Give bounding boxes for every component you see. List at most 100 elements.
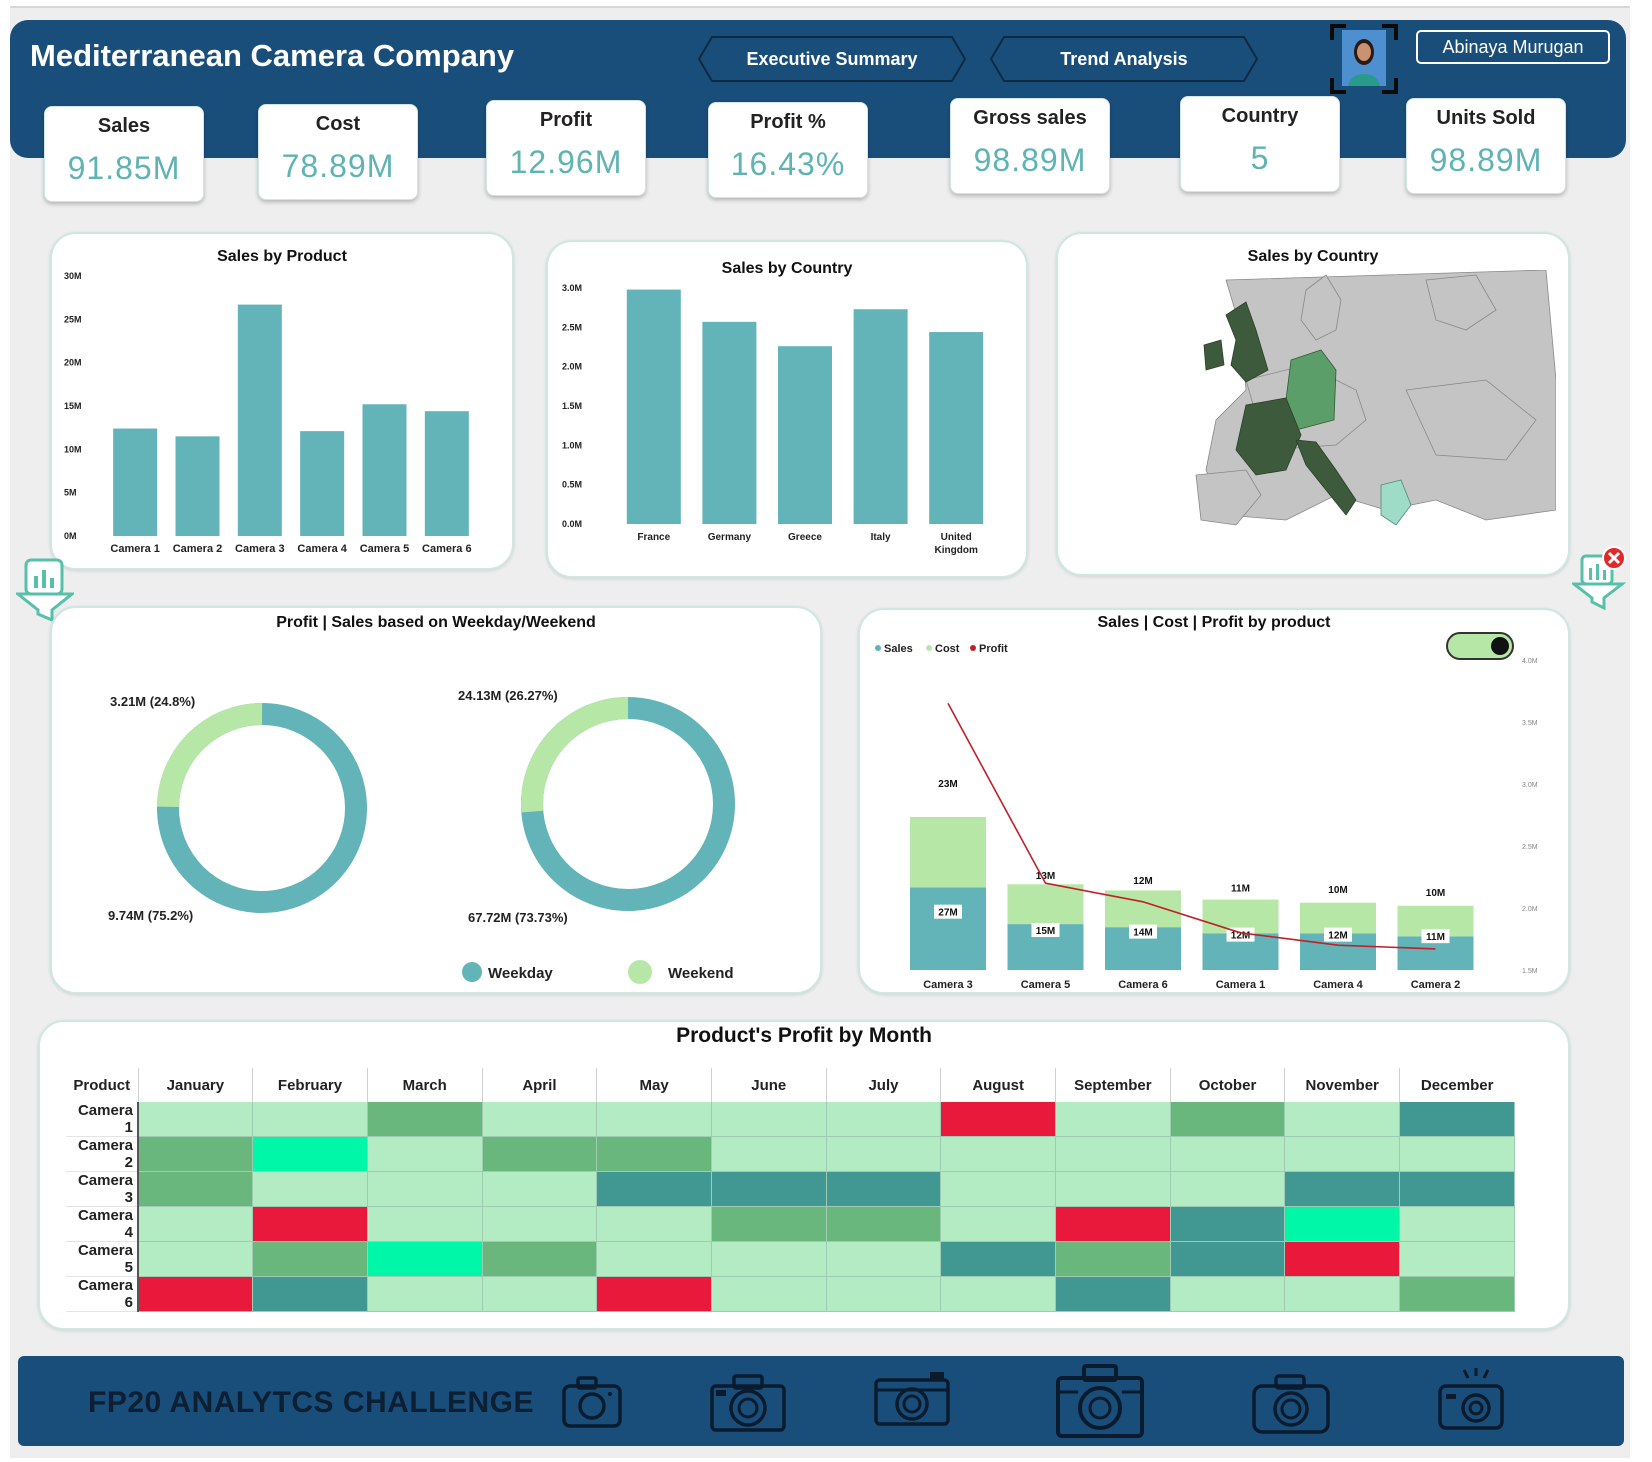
- heatmap-cell[interactable]: [1399, 1102, 1515, 1137]
- heatmap-cell[interactable]: [1284, 1241, 1401, 1277]
- heatmap-cell[interactable]: [1170, 1206, 1286, 1242]
- executive-summary-button[interactable]: Executive Summary: [698, 36, 966, 82]
- avatar-frame: [1330, 24, 1398, 94]
- heatmap-cell[interactable]: [1170, 1136, 1286, 1172]
- heatmap-cell[interactable]: [1284, 1136, 1401, 1172]
- heatmap-cell[interactable]: [1399, 1136, 1515, 1172]
- heatmap-cell[interactable]: [138, 1241, 254, 1277]
- heatmap-cell[interactable]: [482, 1171, 598, 1207]
- heatmap-cell[interactable]: [1284, 1102, 1401, 1137]
- heatmap-cell[interactable]: [1170, 1171, 1286, 1207]
- heatmap-cell[interactable]: [711, 1276, 827, 1312]
- heatmap-cell[interactable]: [1284, 1171, 1401, 1207]
- heatmap-cell[interactable]: [940, 1206, 1056, 1242]
- trend-analysis-label: Trend Analysis: [1060, 48, 1188, 69]
- heatmap-cell[interactable]: [711, 1171, 827, 1207]
- heatmap-cell[interactable]: [711, 1102, 827, 1137]
- heatmap-cell[interactable]: [1170, 1241, 1286, 1277]
- data-label: 11M: [1231, 883, 1250, 894]
- data-label: 12M: [1133, 876, 1152, 887]
- europe-map[interactable]: [1186, 270, 1556, 540]
- clear-filter-icon[interactable]: [1572, 546, 1628, 610]
- heatmap-cell[interactable]: [711, 1206, 827, 1242]
- heatmap-cell[interactable]: [940, 1102, 1056, 1137]
- heatmap-cell[interactable]: [252, 1276, 368, 1312]
- data-label-box: [1226, 880, 1255, 895]
- heatmap-cell[interactable]: [367, 1241, 483, 1277]
- heatmap-cell[interactable]: [1055, 1102, 1171, 1137]
- heatmap-cell[interactable]: [711, 1136, 827, 1172]
- heatmap-cell[interactable]: [1055, 1206, 1171, 1242]
- heatmap-cell[interactable]: [1284, 1206, 1401, 1242]
- heatmap-cell[interactable]: [826, 1241, 942, 1277]
- heatmap-cell[interactable]: [1284, 1276, 1401, 1312]
- heatmap-cell[interactable]: [596, 1136, 712, 1172]
- heatmap-cell[interactable]: [138, 1171, 254, 1207]
- data-label: 3.21M (24.8%): [110, 694, 195, 709]
- trend-analysis-button[interactable]: Trend Analysis: [990, 36, 1258, 82]
- user-name-button[interactable]: Abinaya Murugan: [1416, 30, 1610, 64]
- heatmap-cell[interactable]: [252, 1136, 368, 1172]
- heatmap-row: Camera 5: [66, 1241, 1515, 1277]
- heatmap-cell[interactable]: [1399, 1241, 1515, 1277]
- heatmap-cell[interactable]: [1170, 1102, 1286, 1137]
- heatmap-cell[interactable]: [1399, 1206, 1515, 1242]
- heatmap-cell[interactable]: [252, 1171, 368, 1207]
- x-tick-label: Kingdom: [935, 545, 978, 556]
- heatmap-cell[interactable]: [940, 1136, 1056, 1172]
- bar: [424, 411, 469, 536]
- camera-icon: [1438, 1368, 1504, 1430]
- heatmap-cell[interactable]: [1170, 1276, 1286, 1312]
- heatmap-cell[interactable]: [367, 1102, 483, 1137]
- heatmap-cell[interactable]: [252, 1102, 368, 1137]
- x-tick-label: Camera 4: [297, 543, 347, 555]
- heatmap-cell[interactable]: [711, 1241, 827, 1277]
- heatmap-cell[interactable]: [138, 1276, 254, 1312]
- heatmap-cell[interactable]: [1399, 1276, 1515, 1312]
- heatmap-cell[interactable]: [596, 1241, 712, 1277]
- heatmap-cell[interactable]: [826, 1171, 942, 1207]
- avatar[interactable]: [1342, 30, 1386, 86]
- heatmap-cell[interactable]: [367, 1276, 483, 1312]
- heatmap-cell[interactable]: [940, 1171, 1056, 1207]
- heatmap-cell[interactable]: [826, 1276, 942, 1312]
- kpi-label: Profit %: [750, 111, 826, 133]
- heatmap-cell[interactable]: [596, 1276, 712, 1312]
- heatmap-month-header: January: [137, 1068, 253, 1102]
- heatmap-cell[interactable]: [596, 1171, 712, 1207]
- kpi-units-sold-card: Units Sold 98.89M: [1406, 98, 1566, 194]
- heatmap-cell[interactable]: [1055, 1136, 1171, 1172]
- y-tick-label: 1.0M: [562, 440, 582, 450]
- heatmap-cell[interactable]: [252, 1241, 368, 1277]
- heatmap-cell[interactable]: [826, 1102, 942, 1137]
- heatmap-cell[interactable]: [482, 1102, 598, 1137]
- heatmap-cell[interactable]: [482, 1276, 598, 1312]
- heatmap-cell[interactable]: [1399, 1171, 1515, 1207]
- heatmap-cell[interactable]: [940, 1241, 1056, 1277]
- data-label-box: [1421, 929, 1450, 944]
- kpi-gross-sales-card: Gross sales 98.89M: [950, 98, 1110, 194]
- heatmap-cell[interactable]: [940, 1276, 1056, 1312]
- heatmap-cell[interactable]: [1055, 1171, 1171, 1207]
- heatmap-cell[interactable]: [482, 1241, 598, 1277]
- heatmap-cell[interactable]: [596, 1102, 712, 1137]
- heatmap-cell[interactable]: [252, 1206, 368, 1242]
- heatmap-cell[interactable]: [138, 1102, 254, 1137]
- heatmap-cell[interactable]: [826, 1136, 942, 1172]
- heatmap-cell[interactable]: [367, 1206, 483, 1242]
- camera-icon: [562, 1376, 622, 1428]
- heatmap-cell[interactable]: [367, 1136, 483, 1172]
- heatmap-cell[interactable]: [596, 1206, 712, 1242]
- data-label: 12M: [1328, 931, 1347, 942]
- heatmap-cell[interactable]: [482, 1136, 598, 1172]
- heatmap-cell[interactable]: [138, 1136, 254, 1172]
- heatmap-cell[interactable]: [1055, 1241, 1171, 1277]
- heatmap-cell[interactable]: [367, 1171, 483, 1207]
- heatmap-month-header: March: [366, 1068, 483, 1102]
- chart-toggle[interactable]: [1446, 632, 1514, 660]
- heatmap-product-label: Camera 2: [66, 1136, 139, 1172]
- heatmap-cell[interactable]: [826, 1206, 942, 1242]
- heatmap-cell[interactable]: [1055, 1276, 1171, 1312]
- heatmap-cell[interactable]: [138, 1206, 254, 1242]
- heatmap-cell[interactable]: [482, 1206, 598, 1242]
